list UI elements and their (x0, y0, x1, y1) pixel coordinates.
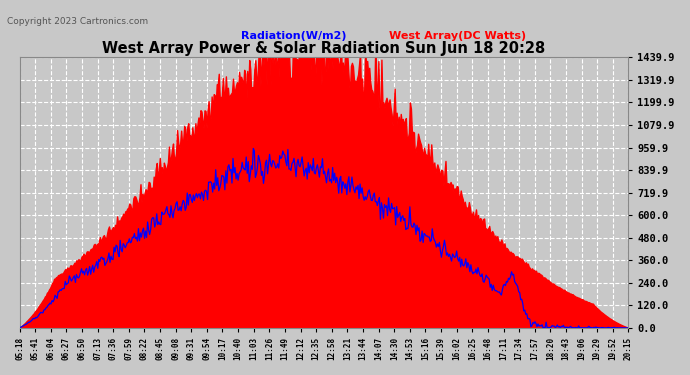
Text: Radiation(W/m2): Radiation(W/m2) (241, 31, 346, 41)
Text: Copyright 2023 Cartronics.com: Copyright 2023 Cartronics.com (7, 17, 148, 26)
Title: West Array Power & Solar Radiation Sun Jun 18 20:28: West Array Power & Solar Radiation Sun J… (102, 41, 546, 56)
Text: West Array(DC Watts): West Array(DC Watts) (389, 31, 526, 41)
